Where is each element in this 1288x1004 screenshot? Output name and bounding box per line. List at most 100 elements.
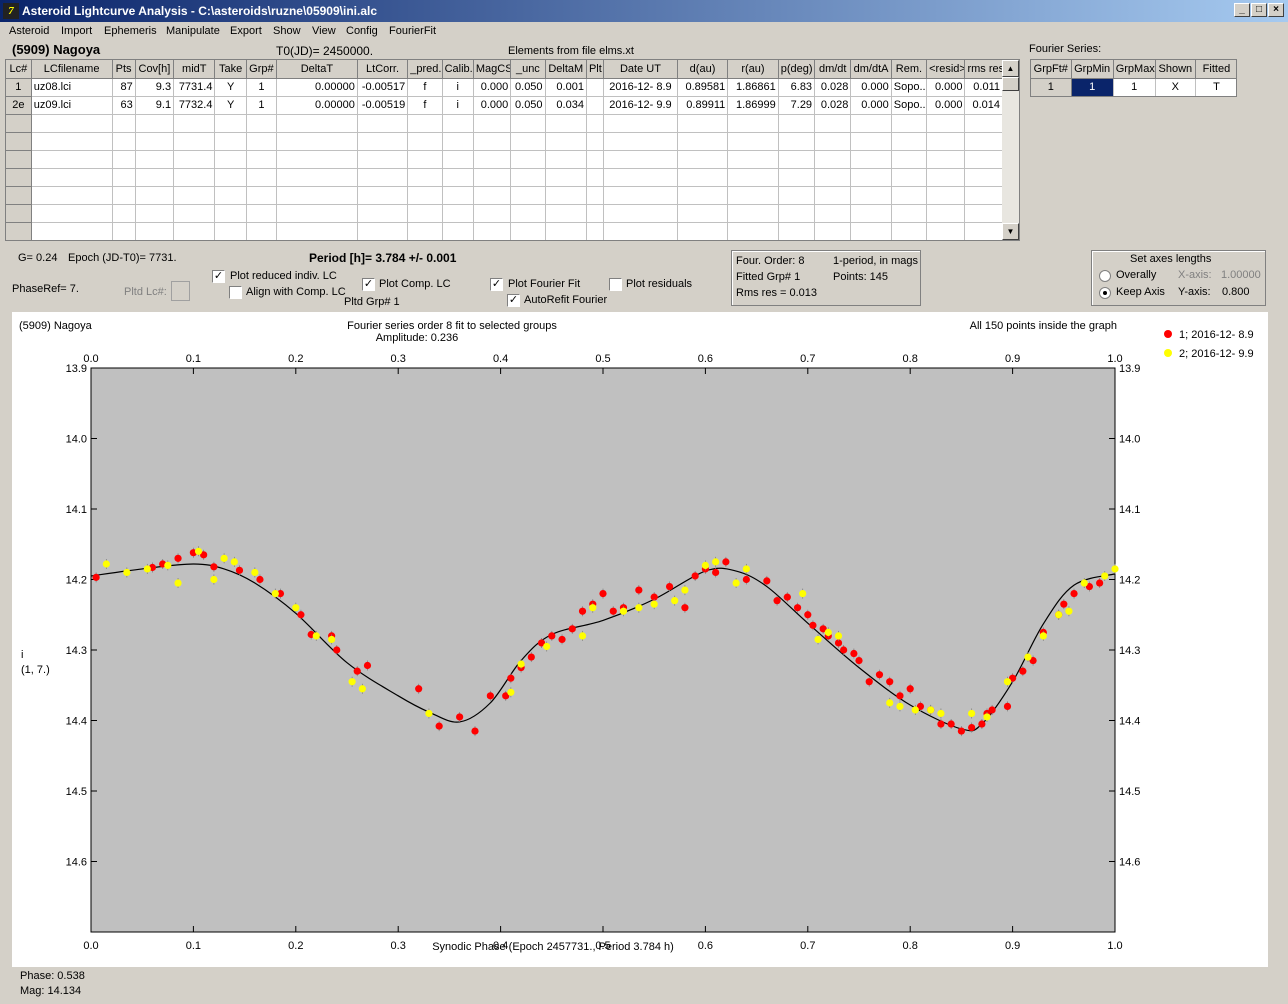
table-cell[interactable] [778, 150, 816, 169]
table-cell[interactable] [778, 132, 816, 151]
table-cell[interactable] [964, 222, 1003, 240]
fourier-series-grid[interactable]: GrpFt# GrpMin GrpMax Shown Fitted 1 1 1 X T [1030, 59, 1237, 97]
table-cell[interactable] [6, 186, 32, 205]
column-header[interactable]: r(au) [727, 60, 779, 79]
table-cell[interactable]: i [442, 96, 474, 115]
table-cell[interactable] [442, 150, 474, 169]
plot-fourier-checkbox[interactable]: ✓ [490, 278, 503, 291]
column-header[interactable]: DeltaT [276, 60, 358, 79]
table-cell[interactable] [510, 186, 546, 205]
table-cell[interactable] [276, 186, 358, 205]
column-header[interactable]: dm/dt [814, 60, 852, 79]
close-button[interactable]: × [1268, 3, 1284, 17]
table-cell[interactable] [778, 168, 816, 187]
fourier-cell[interactable]: 1 [1113, 78, 1156, 96]
table-cell[interactable] [677, 222, 729, 240]
table-cell[interactable] [727, 168, 779, 187]
table-row[interactable]: 1 uz08.lci 87 9.3 7731.4 Y 1 0.00000 -0.00517 f i 0… [6, 78, 1003, 97]
table-cell[interactable] [276, 168, 358, 187]
lightcurve-grid[interactable]: Lc# LCfilename Pts Cov[h] midT Take Grp# DeltaT… [5, 59, 1020, 241]
table-cell[interactable] [586, 114, 605, 133]
table-cell[interactable] [926, 132, 966, 151]
table-cell[interactable] [545, 186, 587, 205]
table-cell[interactable] [545, 168, 587, 187]
table-cell[interactable] [926, 204, 966, 223]
table-cell[interactable] [586, 204, 605, 223]
table-cell[interactable] [246, 204, 278, 223]
table-cell[interactable] [891, 222, 928, 240]
table-cell[interactable] [850, 204, 892, 223]
table-cell[interactable]: 0.050 [510, 78, 546, 97]
table-cell[interactable]: 1.86861 [727, 78, 779, 97]
menu-view[interactable]: View [312, 25, 336, 37]
table-cell[interactable] [6, 132, 32, 151]
table-cell[interactable] [814, 168, 852, 187]
app-icon[interactable]: 7 [3, 3, 19, 19]
table-cell[interactable] [677, 204, 729, 223]
autorefit-checkbox[interactable]: ✓ [507, 294, 520, 307]
table-cell[interactable] [850, 186, 892, 205]
table-cell[interactable] [586, 132, 605, 151]
table-cell[interactable] [778, 186, 816, 205]
table-cell[interactable]: 0.028 [814, 78, 852, 97]
table-cell[interactable] [442, 204, 474, 223]
table-cell[interactable]: 0.00000 [276, 96, 358, 115]
table-cell[interactable] [246, 168, 278, 187]
table-cell[interactable] [31, 222, 113, 240]
table-cell[interactable]: Sopo... [891, 78, 928, 97]
table-cell[interactable] [214, 222, 247, 240]
table-cell[interactable]: 7732.4 [173, 96, 216, 115]
table-cell[interactable] [586, 168, 605, 187]
table-cell[interactable] [727, 222, 779, 240]
table-cell[interactable] [31, 204, 113, 223]
column-header[interactable]: Plt [586, 60, 605, 79]
table-cell[interactable] [510, 168, 546, 187]
table-cell[interactable] [964, 150, 1003, 169]
table-cell[interactable] [112, 132, 136, 151]
table-cell[interactable]: 0.000 [850, 96, 892, 115]
table-cell[interactable]: 0.000 [850, 78, 892, 97]
table-cell[interactable]: 1.86999 [727, 96, 779, 115]
scroll-up-icon[interactable]: ▲ [1002, 60, 1019, 77]
table-cell[interactable]: 0.89911 [677, 96, 729, 115]
table-cell[interactable] [727, 132, 779, 151]
column-header[interactable]: dm/dtA [850, 60, 892, 79]
table-cell[interactable] [357, 222, 409, 240]
table-cell[interactable]: 0.89581 [677, 78, 729, 97]
menu-config[interactable]: Config [346, 25, 378, 37]
table-cell[interactable] [6, 204, 32, 223]
table-cell[interactable] [545, 204, 587, 223]
table-cell[interactable] [814, 132, 852, 151]
table-cell[interactable]: 6.83 [778, 78, 816, 97]
table-cell[interactable] [276, 132, 358, 151]
table-cell[interactable] [964, 114, 1003, 133]
column-header[interactable]: DeltaM [545, 60, 587, 79]
table-cell[interactable] [31, 150, 113, 169]
table-cell[interactable] [276, 114, 358, 133]
menu-manipulate[interactable]: Manipulate [166, 25, 220, 37]
column-header[interactable]: Cov[h] [135, 60, 175, 79]
table-cell[interactable] [727, 114, 779, 133]
table-cell[interactable] [850, 222, 892, 240]
table-cell[interactable] [473, 186, 512, 205]
table-cell[interactable] [135, 132, 175, 151]
table-cell[interactable] [214, 204, 247, 223]
pltd-lc-spinner[interactable] [171, 281, 190, 301]
table-cell[interactable] [891, 168, 928, 187]
menu-import[interactable]: Import [61, 25, 93, 37]
table-cell[interactable] [473, 132, 512, 151]
table-cell[interactable] [407, 132, 443, 151]
table-cell[interactable] [510, 132, 546, 151]
table-cell[interactable]: i [442, 78, 474, 97]
table-cell[interactable]: 0.00000 [276, 78, 358, 97]
table-cell[interactable] [926, 114, 966, 133]
table-cell[interactable] [814, 114, 852, 133]
scroll-thumb[interactable] [1002, 77, 1019, 91]
column-header[interactable]: midT [173, 60, 216, 79]
table-cell[interactable]: uz08.lci [31, 78, 113, 97]
table-cell[interactable]: 0.011 [964, 78, 1003, 97]
empty-row[interactable] [6, 168, 1003, 187]
table-cell[interactable] [510, 222, 546, 240]
empty-row[interactable] [6, 186, 1003, 205]
table-cell[interactable] [112, 168, 136, 187]
